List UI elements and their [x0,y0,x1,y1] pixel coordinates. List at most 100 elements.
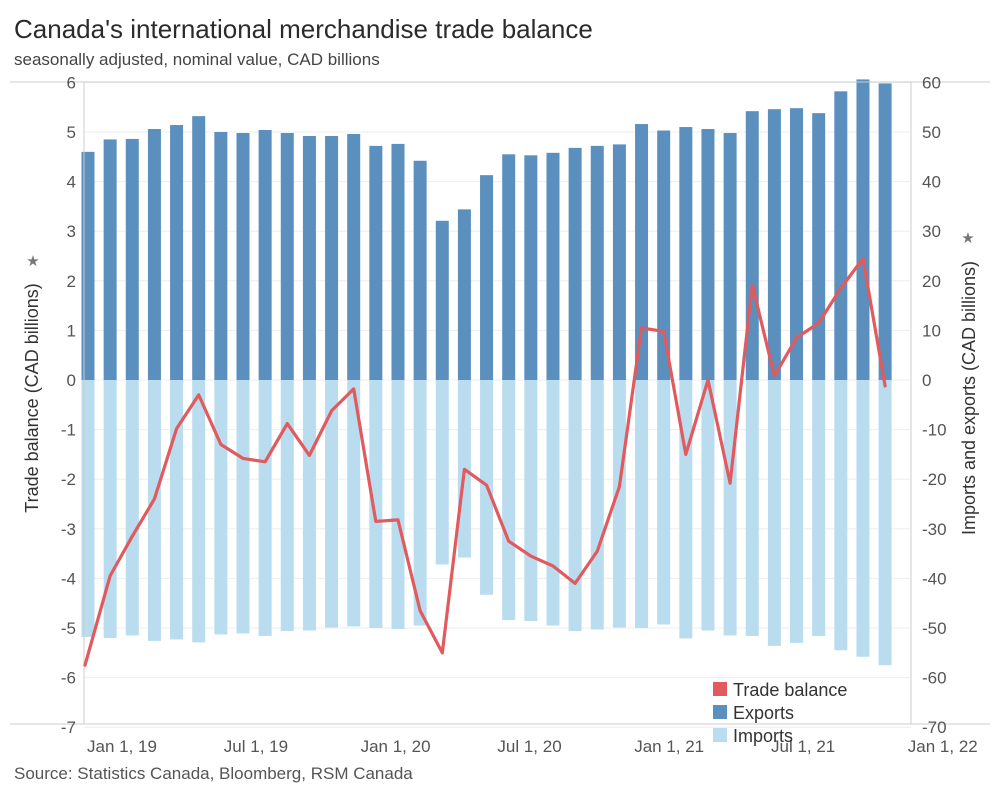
trade-balance-line [83,256,887,667]
imports-series [81,380,892,666]
right-tick-label: 50 [922,123,941,142]
imports-bar [170,380,184,640]
imports-bar [81,380,95,637]
exports-bar [856,79,870,380]
left-tick-label: -7 [61,718,76,737]
exports-bar [325,135,339,380]
right-axis-pin-icon[interactable]: ★ [961,230,974,247]
imports-bar [147,380,161,641]
imports-bar [568,380,582,631]
exports-bar [147,129,161,380]
right-tick-label: -60 [922,669,947,688]
exports-bar [236,132,250,380]
imports-bar [369,380,383,628]
imports-bar [546,380,560,626]
imports-bar [125,380,139,636]
exports-bar [524,155,538,380]
left-axis-ticks: 6 5 4 3 2 1 0 -1 -2 -3 -4 -5 -6 -7 [61,73,76,737]
imports-bar [325,380,339,628]
imports-bar [502,380,516,621]
right-tick-label: -50 [922,619,947,638]
exports-bar [369,145,383,380]
left-tick-label: -1 [61,421,76,440]
x-tick-label: Jan 1, 21 [634,737,704,756]
left-tick-label: 2 [67,272,76,291]
exports-bar [701,129,715,380]
exports-bar [280,132,294,380]
imports-bar [834,380,848,651]
exports-bar [103,139,117,380]
exports-bar [480,175,494,380]
exports-bar [546,152,560,380]
right-tick-label: -20 [922,470,947,489]
exports-bar [214,132,228,380]
x-tick-label: Jan 1, 19 [87,737,157,756]
left-axis-pin-icon[interactable]: ★ [26,253,39,270]
imports-bar [701,380,715,631]
source-note: Source: Statistics Canada, Bloomberg, RS… [14,764,413,783]
left-tick-label: 4 [67,173,76,192]
right-tick-label: -40 [922,569,947,588]
imports-bar [347,380,361,627]
exports-bar [590,145,604,380]
imports-bar [258,380,272,636]
imports-bar [214,380,228,635]
exports-bar [435,220,449,380]
legend: Trade balance Exports Imports [713,680,847,746]
legend-swatch-exports [713,705,727,719]
imports-bar [391,380,405,629]
exports-bar [502,154,516,380]
imports-bar [236,380,250,634]
chart-subtitle: seasonally adjusted, nominal value, CAD … [14,50,380,69]
imports-bar [657,380,671,625]
exports-bar [170,125,184,380]
exports-bar [812,113,826,380]
gridlines [84,81,911,728]
legend-swatch-trade-balance [713,682,727,696]
legend-label-exports: Exports [733,703,794,723]
imports-bar [790,380,804,643]
left-tick-label: 0 [67,371,76,390]
x-tick-label: Jan 1, 22 [908,737,978,756]
right-tick-label: 60 [922,73,941,92]
right-tick-label: 0 [922,371,931,390]
imports-bar [192,380,206,643]
imports-bar [590,380,604,630]
imports-bar [745,380,759,636]
axes [10,81,990,725]
left-axis-title: Trade balance (CAD billions) [22,283,42,512]
exports-bar [834,91,848,380]
x-tick-label: Jul 1, 20 [497,737,561,756]
exports-bar [125,138,139,380]
imports-bar [679,380,693,639]
right-tick-label: -70 [922,718,947,737]
right-tick-label: 10 [922,321,941,340]
right-tick-label: 30 [922,222,941,241]
left-tick-label: 3 [67,222,76,241]
imports-bar [723,380,737,636]
imports-bar [612,380,626,628]
exports-bar [612,144,626,380]
exports-bar [679,127,693,380]
exports-bar [790,108,804,380]
exports-bar [878,83,892,380]
left-tick-label: -2 [61,470,76,489]
x-tick-label: Jul 1, 21 [771,737,835,756]
exports-bar [657,130,671,380]
exports-bar [391,143,405,380]
right-tick-label: 20 [922,272,941,291]
imports-bar [524,380,538,622]
exports-bar [568,147,582,380]
imports-bar [280,380,294,631]
exports-series [81,79,892,381]
right-tick-label: 40 [922,173,941,192]
legend-swatch-imports [713,728,727,742]
imports-bar [103,380,117,638]
legend-label-imports: Imports [733,726,793,746]
exports-bar [81,151,95,380]
left-tick-label: -5 [61,619,76,638]
right-axis-ticks: 60 50 40 30 20 10 0 -10 -20 -30 -40 -50 -60 -70 [922,73,947,737]
left-tick-label: -6 [61,669,76,688]
exports-bar [302,135,316,380]
